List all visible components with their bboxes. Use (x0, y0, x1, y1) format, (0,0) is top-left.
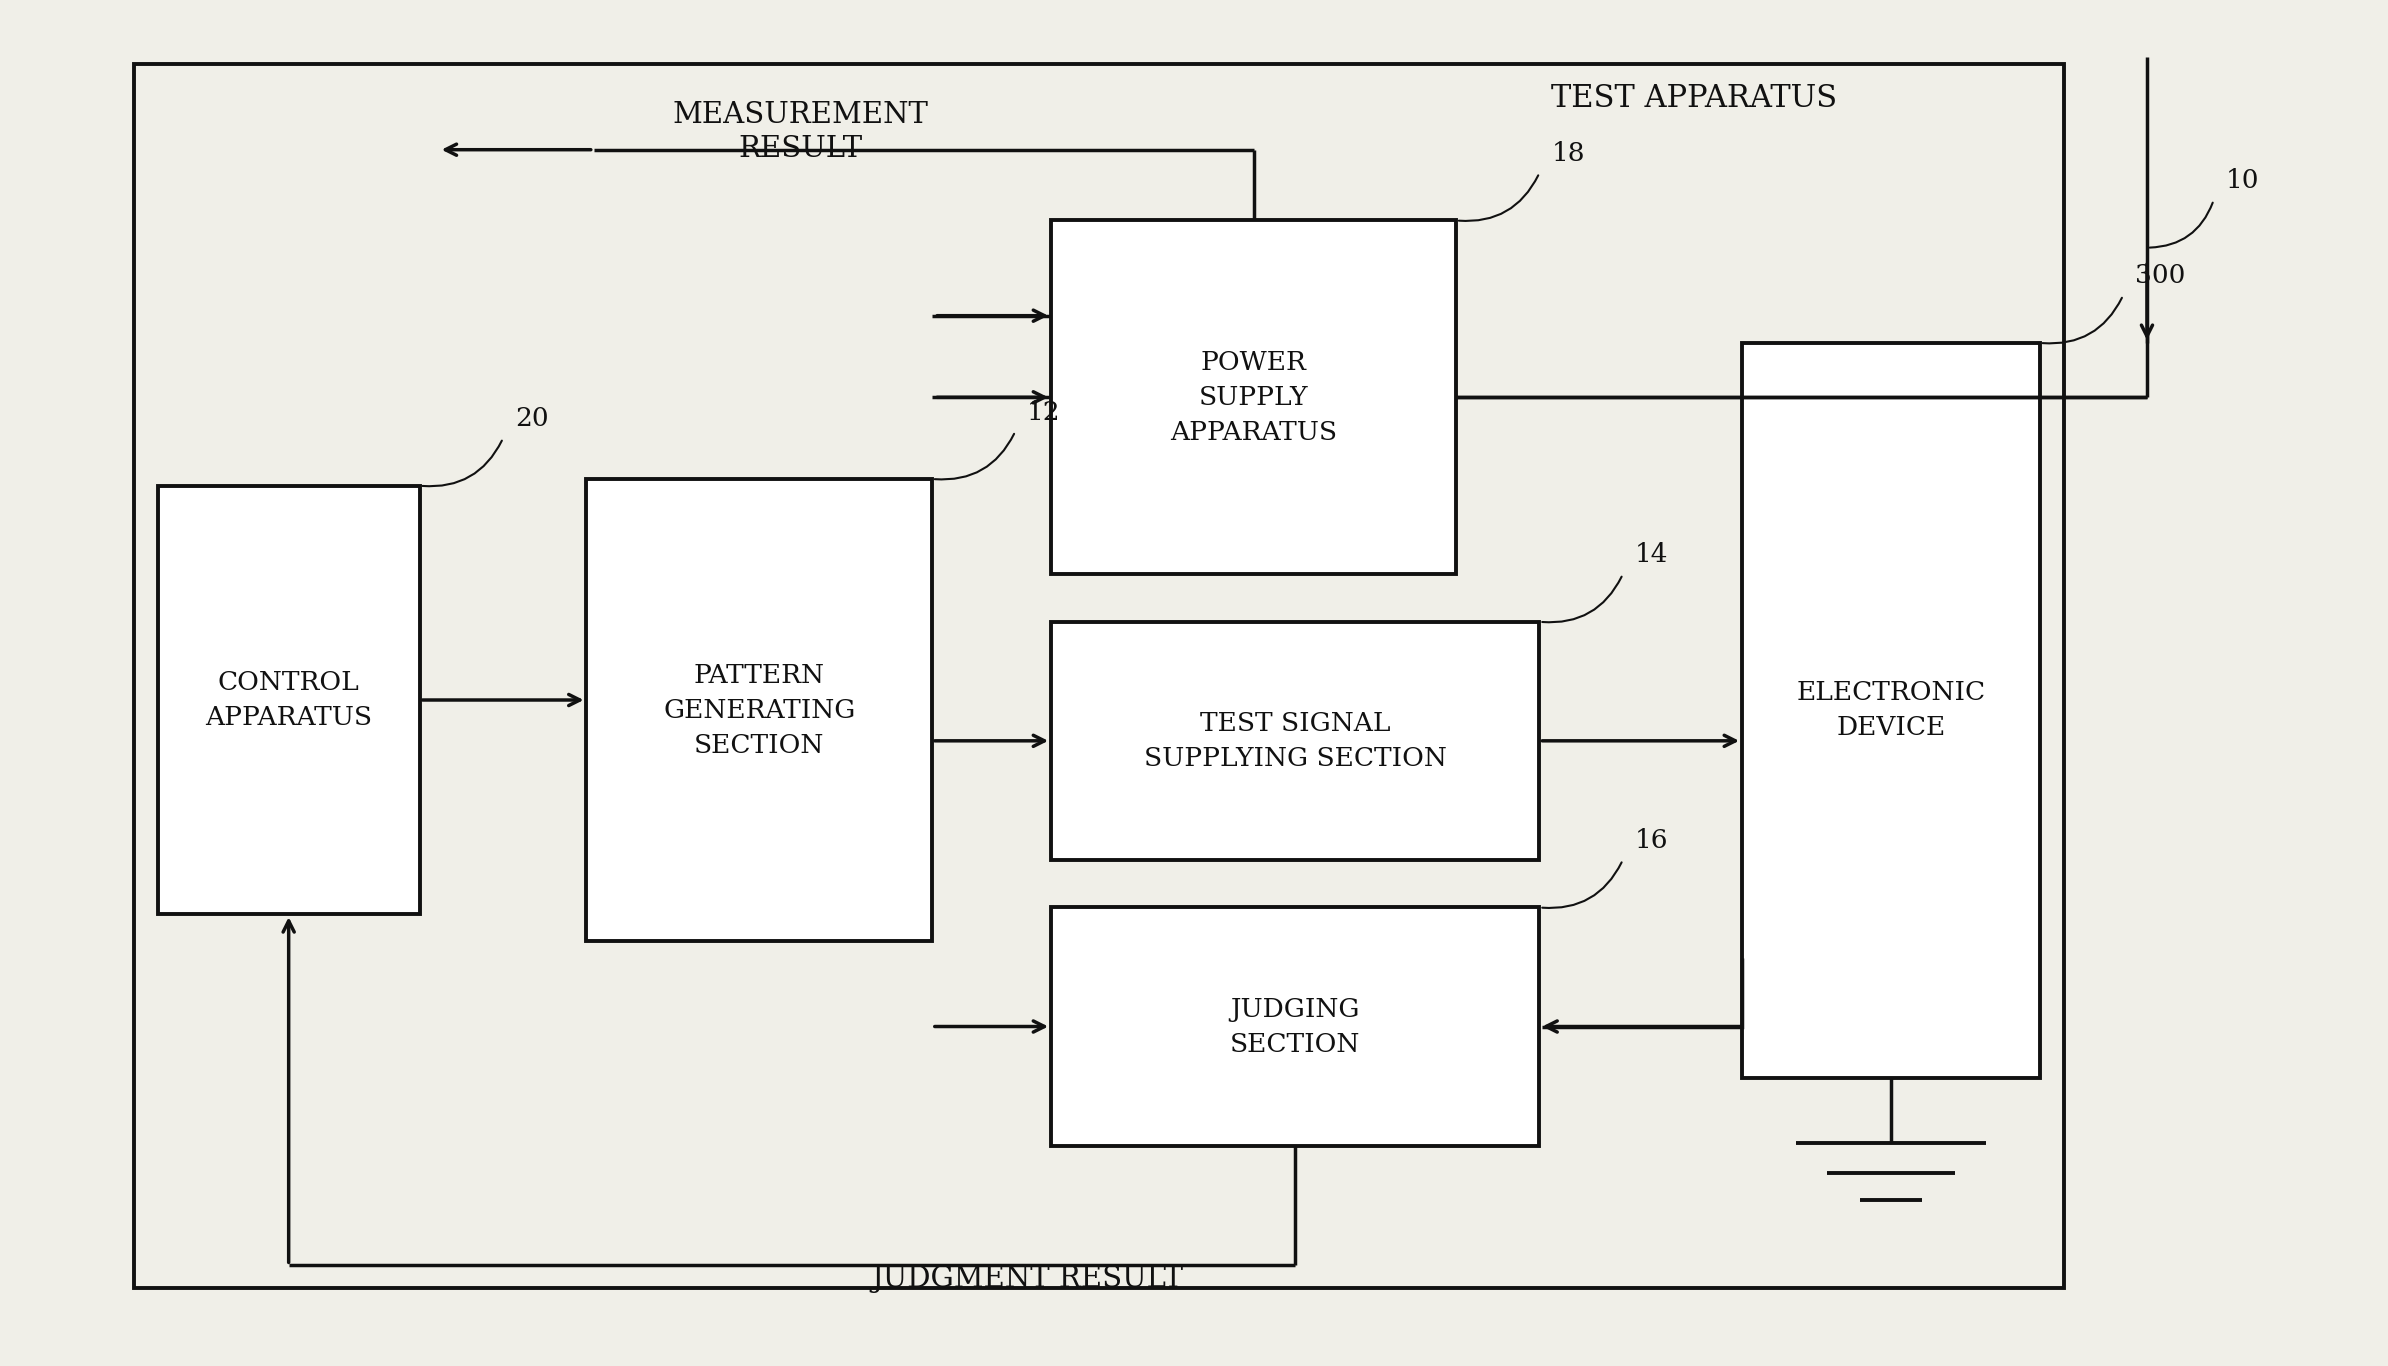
Text: JUDGMENT RESULT: JUDGMENT RESULT (872, 1265, 1182, 1292)
Text: TEST SIGNAL
SUPPLYING SECTION: TEST SIGNAL SUPPLYING SECTION (1144, 710, 1447, 770)
Text: 12: 12 (1027, 399, 1060, 425)
Text: 20: 20 (516, 406, 549, 432)
Text: POWER
SUPPLY
APPARATUS: POWER SUPPLY APPARATUS (1170, 350, 1337, 445)
Text: ELECTRONIC
DEVICE: ELECTRONIC DEVICE (1796, 680, 1984, 740)
FancyBboxPatch shape (1051, 220, 1457, 574)
Text: TEST APPARATUS: TEST APPARATUS (1552, 82, 1836, 113)
Text: MEASUREMENT
RESULT: MEASUREMENT RESULT (673, 101, 929, 164)
Text: 16: 16 (1636, 828, 1669, 852)
Text: 10: 10 (2226, 168, 2259, 193)
Text: PATTERN
GENERATING
SECTION: PATTERN GENERATING SECTION (664, 663, 855, 758)
FancyBboxPatch shape (1051, 622, 1540, 859)
Text: 300: 300 (2135, 264, 2185, 288)
FancyBboxPatch shape (158, 486, 420, 914)
Text: 14: 14 (1636, 542, 1669, 567)
Text: CONTROL
APPARATUS: CONTROL APPARATUS (205, 669, 373, 729)
FancyBboxPatch shape (1051, 907, 1540, 1146)
FancyBboxPatch shape (1741, 343, 2039, 1078)
Text: JUDGING
SECTION: JUDGING SECTION (1230, 997, 1361, 1056)
FancyBboxPatch shape (587, 479, 931, 941)
Text: 18: 18 (1552, 141, 1586, 167)
